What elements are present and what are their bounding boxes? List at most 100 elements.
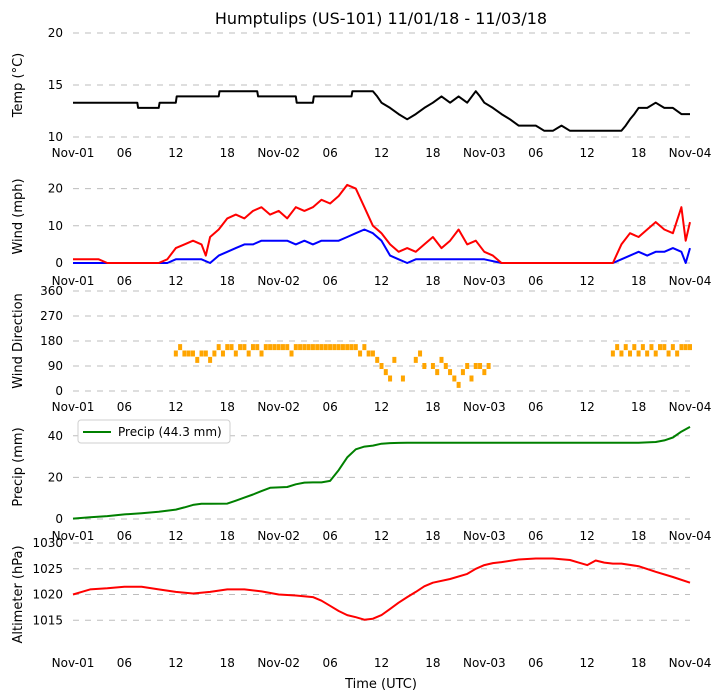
- data-point: [610, 350, 615, 357]
- x-tick-label: Nov-04: [669, 400, 712, 414]
- data-point: [456, 381, 461, 388]
- x-tick-label: Nov-02: [257, 274, 300, 288]
- data-point: [173, 350, 178, 357]
- data-point: [460, 369, 465, 376]
- x-tick-label: 18: [425, 274, 440, 288]
- x-tick-label: 06: [528, 400, 543, 414]
- data-point: [400, 375, 405, 382]
- data-point: [276, 344, 281, 351]
- data-point: [413, 356, 418, 363]
- x-tick-label: 18: [631, 274, 646, 288]
- y-tick-label: 360: [40, 284, 63, 298]
- x-tick-label: 12: [374, 400, 389, 414]
- data-point: [670, 344, 675, 351]
- series-line-speed: [73, 228, 691, 264]
- x-tick-label: 06: [322, 400, 337, 414]
- x-tick-label: Nov-03: [463, 656, 506, 670]
- data-point: [636, 350, 641, 357]
- y-tick-label: 180: [40, 334, 63, 348]
- x-tick-label: 12: [580, 146, 595, 160]
- data-point: [268, 344, 273, 351]
- x-tick-label: Nov-04: [669, 146, 712, 160]
- y-tick-label: 20: [48, 26, 63, 40]
- data-point: [349, 344, 354, 351]
- x-tick-label: 18: [631, 400, 646, 414]
- data-point: [679, 344, 684, 351]
- data-point: [319, 344, 324, 351]
- data-point: [392, 356, 397, 363]
- x-tick-label: 18: [220, 529, 235, 543]
- x-tick-label: Nov-01: [52, 656, 95, 670]
- data-point: [683, 344, 688, 351]
- data-point: [229, 344, 234, 351]
- x-tick-label: 18: [220, 656, 235, 670]
- data-point: [486, 363, 491, 369]
- legend: Precip (44.3 mm): [77, 419, 231, 444]
- data-point: [285, 344, 290, 351]
- panel-1: 10 15 20 Temp (°C) Nov-01 06 12 18 Nov-02 06 12 18 N…: [11, 26, 711, 160]
- y-tick-label: 0: [55, 256, 63, 270]
- data-point: [418, 350, 423, 357]
- y-tick-label: 20: [48, 182, 63, 196]
- data-point: [473, 363, 478, 369]
- data-point: [640, 344, 645, 351]
- data-point: [370, 350, 375, 357]
- data-point: [315, 344, 320, 351]
- x-tick-label: Nov-01: [52, 274, 95, 288]
- data-point: [182, 350, 187, 357]
- x-tick-label: 06: [528, 146, 543, 160]
- data-point: [623, 344, 628, 351]
- y-axis-label: Wind (mph): [11, 178, 26, 254]
- data-point: [203, 350, 208, 357]
- x-tick-label: 06: [322, 274, 337, 288]
- data-point: [379, 363, 384, 369]
- x-tick-label: 12: [168, 274, 183, 288]
- y-tick-label: 1030: [32, 536, 63, 550]
- x-tick-label: 12: [580, 274, 595, 288]
- x-tick-label: 12: [168, 146, 183, 160]
- data-point: [225, 344, 230, 351]
- x-tick-label: 06: [117, 400, 132, 414]
- x-tick-label: 06: [528, 656, 543, 670]
- x-tick-label: 12: [374, 656, 389, 670]
- data-point: [242, 344, 247, 351]
- x-tick-label: 18: [220, 274, 235, 288]
- data-point: [465, 363, 470, 369]
- data-point: [619, 350, 624, 357]
- legend-entry: Precip (44.3 mm): [118, 425, 222, 439]
- x-tick-label: 12: [374, 274, 389, 288]
- data-point: [469, 375, 474, 382]
- panel-4: 0 20 40 Precip (mm) Nov-01 06 12 18 Nov-02 06 12 18…: [11, 419, 711, 543]
- data-point: [310, 344, 315, 351]
- y-tick-label: 10: [48, 219, 63, 233]
- data-point: [250, 344, 255, 351]
- data-point: [328, 344, 333, 351]
- x-tick-label: 18: [425, 400, 440, 414]
- data-point: [255, 344, 260, 351]
- panel-5: 1015 1020 1025 1030 Altimeter (hPa) Nov-01 06 1…: [11, 536, 711, 670]
- data-point: [666, 350, 671, 357]
- data-point: [289, 350, 294, 357]
- data-point: [662, 344, 667, 351]
- x-tick-label: 18: [631, 656, 646, 670]
- data-point: [422, 363, 427, 369]
- y-tick-label: 0: [55, 384, 63, 398]
- x-tick-label: 12: [168, 400, 183, 414]
- series-line-gust: [73, 183, 691, 264]
- data-point: [340, 344, 345, 351]
- data-point: [358, 350, 363, 357]
- legend-box: [77, 419, 231, 444]
- data-point: [345, 344, 350, 351]
- data-point: [259, 350, 264, 357]
- data-point: [302, 344, 307, 351]
- data-point: [482, 369, 487, 376]
- data-point: [362, 344, 367, 351]
- x-axis-label: Time (UTC): [344, 677, 417, 692]
- x-tick-label: Nov-01: [52, 529, 95, 543]
- x-tick-label: 18: [631, 146, 646, 160]
- data-point: [272, 344, 277, 351]
- data-point: [233, 350, 238, 357]
- x-tick-label: 06: [322, 146, 337, 160]
- y-tick-label: 10: [48, 130, 63, 144]
